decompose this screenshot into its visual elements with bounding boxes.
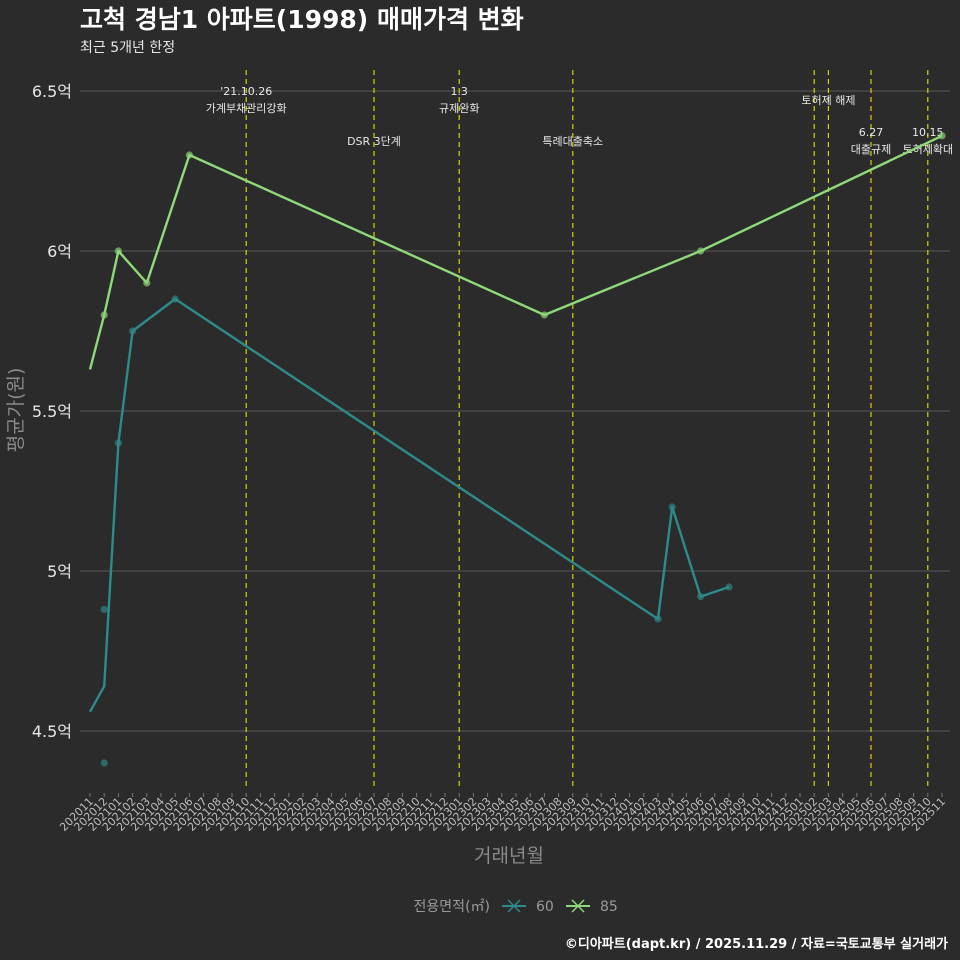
event-annotation: 규제완화 [439,102,479,115]
event-annotation: 대출규제 [851,143,891,156]
chart-subtitle: 최근 5개년 한정 [80,40,175,56]
grid [80,90,950,732]
data-point-85 [100,311,108,319]
event-annotation: 10.15 [912,126,944,139]
data-point-85 [143,279,151,287]
event-annotation: 특례대출축소 [542,135,603,148]
legend-label-60: 60 [536,899,554,915]
x-axis-label: 거래년월 [474,845,544,867]
y-tick-label: 5억 [47,562,72,581]
series-line-85 [88,134,943,370]
series-layer [88,132,946,767]
legend-key-mark-85 [571,899,585,913]
y-tick-label: 4.5억 [32,722,72,741]
legend: 전용면적(㎡) 60 85 [414,899,618,915]
event-annotation: DSR 3단계 [347,135,401,148]
chart-title: 고척 경남1 아파트(1998) 매매가격 변화 [80,5,524,34]
event-annotation: 토허제확대 [902,143,953,156]
series-line-60 [88,297,730,713]
legend-label-85: 85 [600,899,618,915]
data-point-60 [129,327,137,335]
data-point-85 [697,247,705,255]
event-annotation: 가계부채관리강화 [206,102,287,115]
data-point-60 [100,759,108,767]
legend-title: 전용면적(㎡) [414,899,490,915]
chart-caption: ©디아파트(dapt.kr) / 2025.11.29 / 자료=국토교통부 실… [565,936,948,952]
event-annotation: '21.10.26 [220,85,272,98]
data-point-60 [114,439,122,447]
data-point-60 [100,605,108,614]
data-point-60 [725,583,733,591]
data-point-60 [171,295,179,303]
data-point-60 [654,615,662,623]
data-point-60 [668,503,676,511]
x-ticks: 2020112020122021012021022021032021042021… [57,793,948,834]
data-point-85 [185,151,193,159]
data-point-85 [114,247,122,255]
data-point-60 [697,593,705,601]
y-tick-label: 6.5억 [32,82,72,101]
event-annotation: 1.3 [450,85,468,98]
data-point-85 [938,132,946,140]
data-point-85 [540,311,549,319]
event-annotation: 토허제 해제 [801,93,855,107]
event-annotation: 6.27 [859,126,884,139]
y-tick-label: 5.5억 [32,402,72,421]
legend-key-mark-60 [507,899,521,913]
y-axis-label: 평균가(원) [5,368,27,453]
y-tick-label: 6억 [47,242,72,261]
y-ticks: 4.5억 5억 5.5억 6억 6.5억 [32,82,72,741]
